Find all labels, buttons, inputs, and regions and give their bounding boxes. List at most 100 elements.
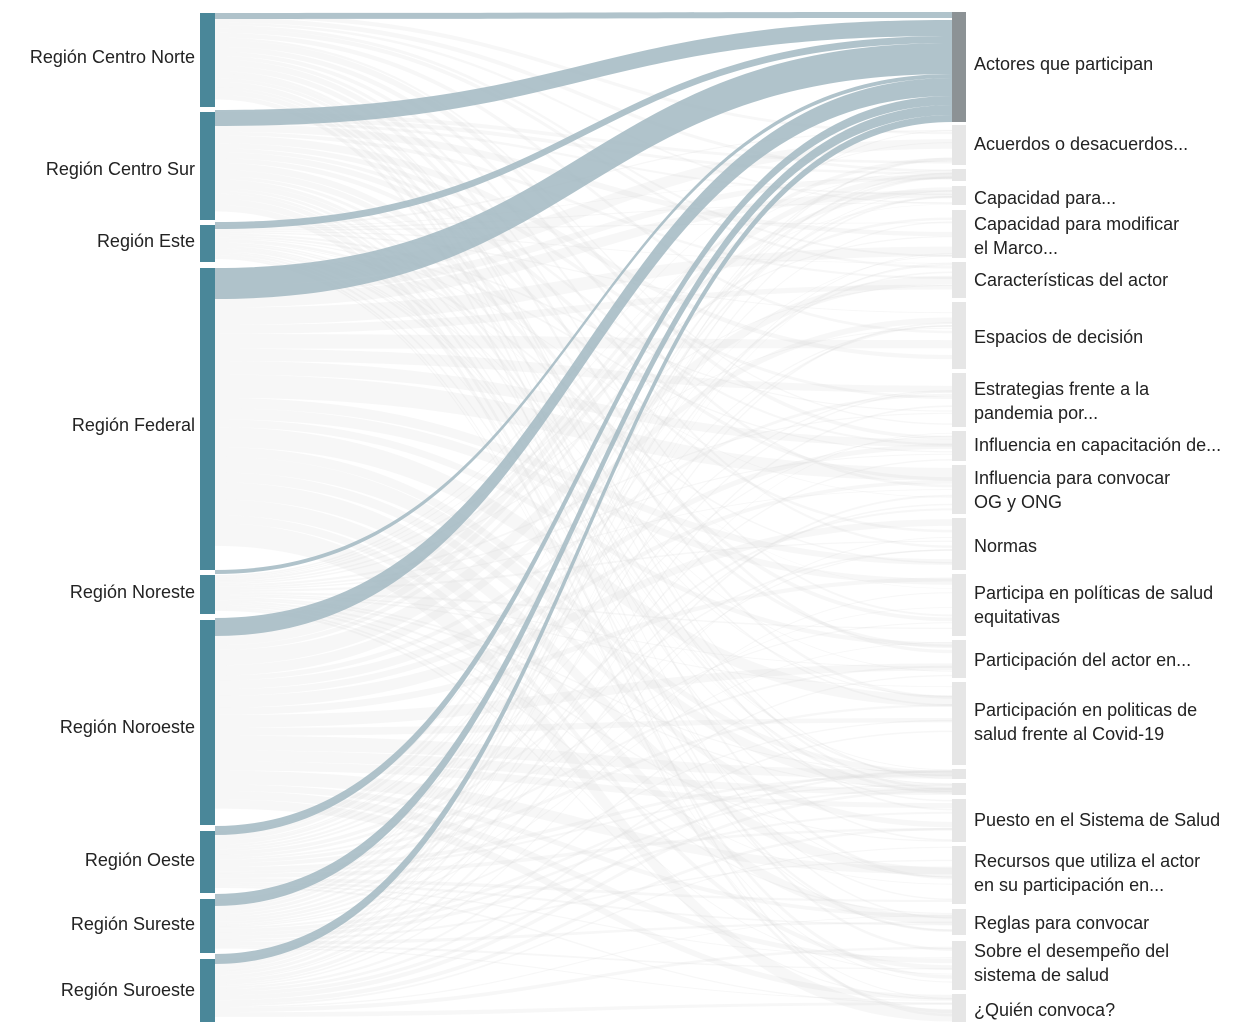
target-node-5[interactable]: [952, 262, 966, 298]
background-link: [215, 202, 952, 230]
target-label: Puesto en el Sistema de Salud: [974, 810, 1221, 830]
background-link: [215, 472, 952, 828]
background-link: [215, 239, 952, 564]
background-link: [215, 881, 952, 926]
background-link: [215, 604, 952, 915]
background-link: [215, 663, 952, 728]
background-link: [215, 946, 952, 1013]
target-node-0[interactable]: [952, 12, 966, 122]
background-link: [215, 139, 952, 286]
target-node-20[interactable]: [952, 994, 966, 1022]
target-node-1[interactable]: [952, 125, 966, 165]
source-node-8[interactable]: [200, 959, 215, 1022]
background-link: [215, 594, 952, 668]
background-link: [215, 515, 952, 970]
target-label: ¿Quién convoca?: [974, 1000, 1116, 1020]
background-link: [215, 784, 952, 874]
target-node-12[interactable]: [952, 640, 966, 678]
background-link: [215, 878, 952, 903]
link-6-to-actores[interactable]: [215, 105, 952, 906]
target-node-14[interactable]: [952, 769, 966, 779]
background-link: [215, 397, 952, 565]
background-link: [215, 193, 952, 932]
source-node-0[interactable]: [200, 13, 215, 107]
target-node-19[interactable]: [952, 941, 966, 990]
target-node-16[interactable]: [952, 799, 966, 842]
link-0-to-actores[interactable]: [215, 20, 952, 126]
background-link: [215, 480, 952, 696]
target-node-18[interactable]: [952, 909, 966, 935]
background-link: [215, 419, 952, 647]
background-link: [215, 317, 952, 676]
target-node-15[interactable]: [952, 783, 966, 795]
background-link: [215, 55, 952, 617]
background-link: [215, 598, 952, 790]
background-link: [215, 523, 952, 1022]
background-link: [215, 435, 952, 852]
source-node-6[interactable]: [200, 831, 215, 893]
background-link: [215, 327, 952, 585]
target-label: Espacios de decisión: [974, 327, 1144, 347]
background-link: [215, 28, 952, 269]
background-link: [215, 176, 952, 967]
background-link: [215, 263, 952, 912]
target-node-2[interactable]: [952, 169, 966, 181]
background-link: [215, 257, 952, 999]
background-links: [215, 13, 952, 1022]
link-3-to-actores[interactable]: [215, 43, 952, 299]
background-link: [215, 242, 952, 672]
target-label: Participación del actor en...: [974, 650, 1192, 670]
target-node-8[interactable]: [952, 431, 966, 461]
background-link: [215, 607, 952, 975]
background-link: [215, 89, 952, 951]
background-link: [215, 577, 952, 715]
background-link: [215, 187, 952, 646]
source-node-7[interactable]: [200, 899, 215, 953]
background-link: [215, 143, 952, 400]
target-label: Sobre el desempeño del sistema de salud: [974, 941, 1170, 985]
source-node-1[interactable]: [200, 112, 215, 220]
link-2-to-actores[interactable]: [215, 36, 952, 229]
background-link: [215, 348, 952, 393]
background-link: [215, 536, 952, 985]
source-node-2[interactable]: [200, 225, 215, 262]
target-node-9[interactable]: [952, 465, 966, 514]
source-node-5[interactable]: [200, 620, 215, 825]
target-node-10[interactable]: [952, 518, 966, 570]
background-link: [215, 811, 952, 940]
background-link: [215, 178, 952, 228]
background-link: [215, 846, 952, 1007]
source-label: Región Centro Sur: [45, 159, 195, 179]
target-node-13[interactable]: [952, 682, 966, 765]
source-label: Región Suroeste: [60, 980, 195, 1000]
background-link: [215, 253, 952, 971]
background-link: [215, 112, 952, 164]
link-4-to-actores[interactable]: [215, 78, 952, 636]
background-link: [215, 859, 952, 942]
link-0-to-actores[interactable]: [215, 12, 952, 19]
source-node-3[interactable]: [200, 268, 215, 570]
link-7-to-actores[interactable]: [215, 115, 952, 964]
source-label: Región Este: [96, 231, 195, 251]
background-link: [215, 243, 952, 697]
link-5-to-actores[interactable]: [215, 96, 952, 835]
target-node-3[interactable]: [952, 186, 966, 205]
background-link: [215, 827, 952, 1005]
background-link: [215, 600, 952, 842]
target-node-11[interactable]: [952, 574, 966, 636]
background-link: [215, 131, 952, 280]
background-link: [215, 789, 952, 1001]
link-3-to-actores[interactable]: [215, 74, 952, 574]
source-node-4[interactable]: [200, 575, 215, 614]
target-node-17[interactable]: [952, 846, 966, 904]
background-link: [215, 444, 952, 690]
background-link: [215, 191, 952, 900]
background-link: [215, 453, 952, 589]
background-link: [215, 172, 952, 638]
target-node-4[interactable]: [952, 210, 966, 258]
target-node-7[interactable]: [952, 373, 966, 427]
background-link: [215, 595, 952, 688]
target-node-6[interactable]: [952, 302, 966, 369]
background-link: [215, 360, 952, 447]
background-link: [215, 921, 952, 946]
